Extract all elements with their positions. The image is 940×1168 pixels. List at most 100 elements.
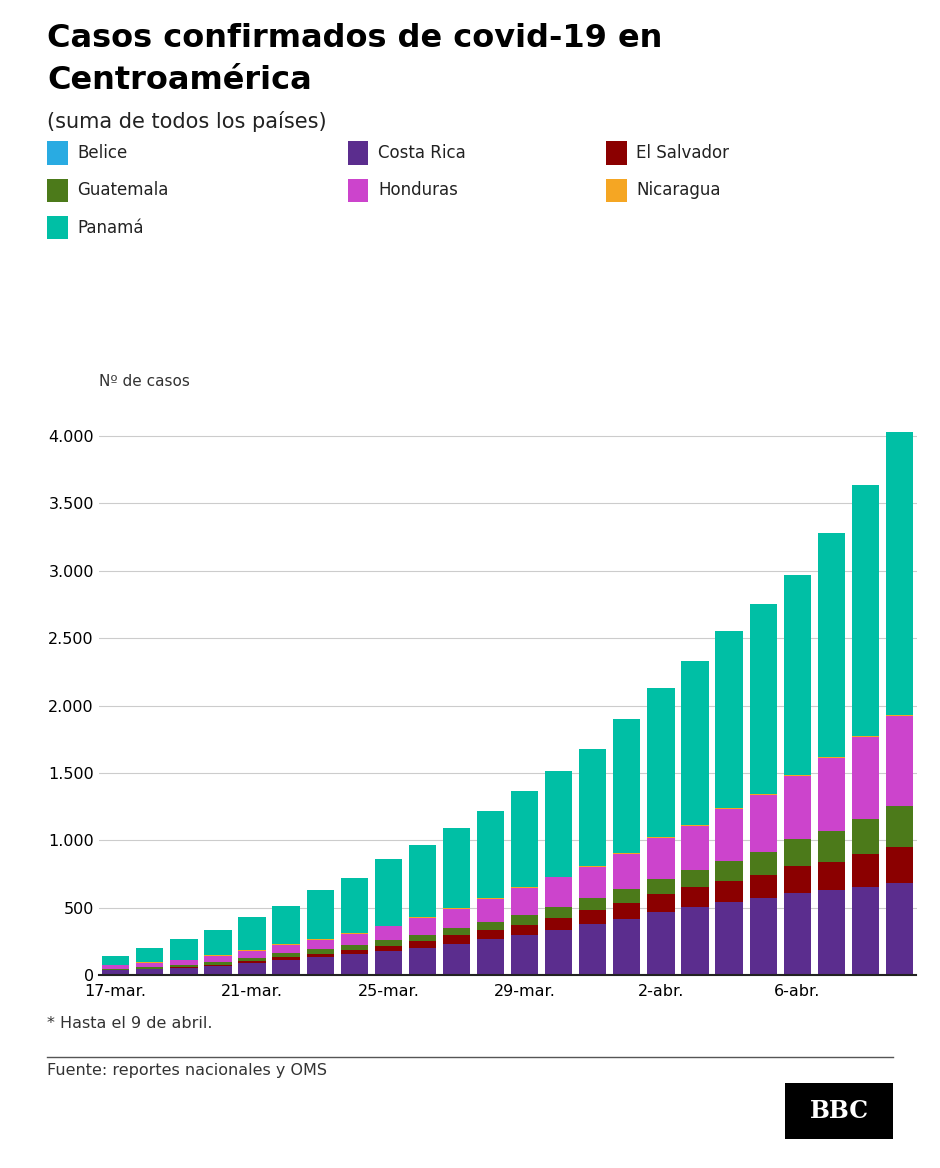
Bar — [273, 953, 300, 958]
Bar — [239, 958, 266, 961]
Bar — [306, 954, 334, 957]
Bar — [511, 936, 539, 975]
Bar — [102, 971, 130, 975]
Text: Panamá: Panamá — [77, 218, 144, 237]
Bar — [885, 716, 913, 806]
Bar — [682, 870, 709, 888]
Bar — [239, 962, 266, 975]
Bar — [306, 890, 334, 939]
Bar — [340, 945, 368, 950]
Bar — [477, 939, 504, 975]
Bar — [443, 828, 470, 908]
Bar — [477, 922, 504, 930]
Bar — [136, 962, 164, 967]
Bar — [613, 889, 640, 903]
Bar — [409, 844, 436, 917]
Bar — [885, 883, 913, 975]
Bar — [682, 908, 709, 975]
Bar — [136, 948, 164, 962]
Bar — [306, 940, 334, 950]
Bar — [204, 962, 231, 965]
Bar — [443, 929, 470, 936]
Text: (suma de todos los países): (suma de todos los países) — [47, 111, 326, 132]
Bar — [409, 918, 436, 934]
Bar — [409, 941, 436, 947]
Bar — [648, 912, 675, 975]
Bar — [613, 903, 640, 919]
Bar — [340, 933, 368, 945]
Bar — [852, 485, 879, 736]
Bar — [818, 890, 845, 975]
Bar — [136, 969, 164, 975]
Bar — [715, 631, 743, 808]
Bar — [375, 946, 402, 951]
Text: * Hasta el 9 de abril.: * Hasta el 9 de abril. — [47, 1016, 212, 1031]
Bar — [204, 930, 231, 955]
Bar — [511, 915, 539, 925]
Bar — [409, 947, 436, 975]
Bar — [340, 953, 368, 975]
Bar — [477, 811, 504, 898]
Bar — [579, 898, 606, 910]
Bar — [613, 854, 640, 889]
Bar — [511, 925, 539, 936]
Bar — [239, 951, 266, 958]
Bar — [784, 865, 811, 894]
Bar — [375, 860, 402, 925]
Bar — [443, 909, 470, 929]
Bar — [749, 853, 776, 876]
Bar — [375, 951, 402, 975]
Bar — [579, 749, 606, 865]
Bar — [682, 888, 709, 908]
Bar — [784, 840, 811, 865]
Bar — [340, 950, 368, 953]
Bar — [852, 887, 879, 975]
Bar — [715, 902, 743, 975]
Bar — [682, 826, 709, 870]
Bar — [375, 940, 402, 946]
Bar — [545, 771, 572, 876]
Bar — [579, 867, 606, 898]
Bar — [170, 939, 197, 960]
Bar — [648, 688, 675, 837]
Bar — [818, 534, 845, 757]
Bar — [409, 934, 436, 941]
Bar — [239, 917, 266, 951]
Bar — [102, 968, 130, 969]
Bar — [784, 777, 811, 840]
Bar — [579, 910, 606, 924]
Text: Nº de casos: Nº de casos — [99, 374, 190, 389]
Bar — [682, 661, 709, 825]
Bar — [852, 820, 879, 854]
Bar — [102, 965, 130, 968]
Bar — [273, 960, 300, 975]
Bar — [273, 958, 300, 960]
Bar — [443, 944, 470, 975]
Bar — [477, 899, 504, 922]
Bar — [749, 898, 776, 975]
Bar — [749, 876, 776, 898]
Bar — [273, 906, 300, 945]
Text: Nicaragua: Nicaragua — [636, 181, 721, 200]
Bar — [715, 809, 743, 861]
Text: Casos confirmados de covid-19 en: Casos confirmados de covid-19 en — [47, 23, 663, 55]
Bar — [170, 968, 197, 975]
Bar — [852, 854, 879, 887]
Text: El Salvador: El Salvador — [636, 144, 729, 162]
Bar — [784, 894, 811, 975]
Bar — [648, 878, 675, 895]
Bar — [885, 432, 913, 715]
Bar — [204, 955, 231, 962]
Text: Honduras: Honduras — [378, 181, 458, 200]
Bar — [239, 961, 266, 962]
Bar — [170, 960, 197, 965]
Bar — [443, 936, 470, 944]
Bar — [885, 847, 913, 883]
Bar — [477, 930, 504, 939]
Bar — [885, 806, 913, 847]
Bar — [852, 737, 879, 820]
Text: Fuente: reportes nacionales y OMS: Fuente: reportes nacionales y OMS — [47, 1063, 327, 1078]
Bar — [784, 575, 811, 776]
Bar — [306, 957, 334, 975]
Bar — [545, 908, 572, 918]
